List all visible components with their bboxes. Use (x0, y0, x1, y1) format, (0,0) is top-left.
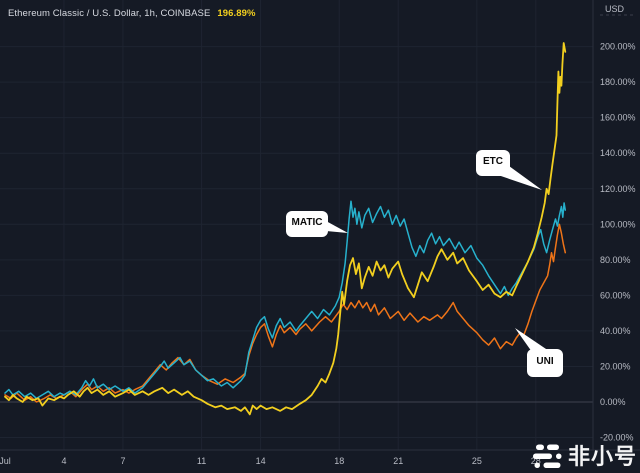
callout-matic[interactable]: MATIC (286, 211, 348, 237)
change-percent-value: 196.89% (217, 8, 256, 19)
callout-pointer (515, 328, 549, 352)
time-axis-label: 21 (393, 456, 403, 466)
time-axis-label: 11 (197, 456, 206, 466)
symbol-title[interactable]: Ethereum Classic / U.S. Dollar, 1h, COIN… (8, 8, 211, 19)
time-axis-label: 14 (256, 456, 266, 466)
callout-uni[interactable]: UNI (515, 328, 563, 377)
feixiaohao-logo-icon (532, 444, 562, 468)
callout-bubble (527, 349, 563, 377)
price-axis-label: 160.00% (600, 113, 636, 123)
series-line-etc[interactable] (4, 42, 567, 416)
price-axis-label: 120.00% (600, 184, 636, 194)
axis-currency-label[interactable]: USD (605, 4, 625, 14)
price-axis-label: 80.00% (600, 255, 631, 265)
time-axis-label: Jul (0, 456, 11, 466)
callout-bubble (286, 211, 328, 237)
price-axis-label: 140.00% (600, 148, 636, 158)
callout-label-uni: UNI (536, 356, 553, 367)
gridlines (0, 0, 593, 450)
series-line-uni[interactable] (4, 223, 567, 403)
callout-bubble (476, 150, 510, 176)
price-axis-label: -20.00% (600, 433, 634, 443)
watermark: 非小号 (532, 443, 637, 471)
callout-label-matic: MATIC (292, 217, 323, 228)
price-axis-label: 180.00% (600, 77, 636, 87)
time-axis-label: 25 (472, 456, 482, 466)
chart-legend: Ethereum Classic / U.S. Dollar, 1h, COIN… (8, 8, 256, 19)
callout-etc[interactable]: ETC (476, 150, 542, 190)
callout-pointer (326, 221, 348, 233)
time-axis-label: 7 (120, 456, 125, 466)
watermark-text: 非小号 (567, 444, 637, 469)
time-axis[interactable]: Jul 4 7 11 14 18 21 25 28 (0, 456, 541, 466)
price-axis-label: 0.00% (600, 397, 626, 407)
time-axis-label: 4 (61, 456, 66, 466)
callout-label-etc: ETC (483, 156, 503, 167)
price-axis-label: 20.00% (600, 361, 631, 371)
price-axis-label: 200.00% (600, 42, 636, 52)
time-axis-label: 28 (531, 456, 541, 466)
price-axis-label: 100.00% (600, 219, 636, 229)
series-line-matic[interactable] (4, 200, 567, 400)
time-axis-label: 18 (334, 456, 344, 466)
price-axis-label: 40.00% (600, 326, 631, 336)
price-axis[interactable]: 200.00% 180.00% 160.00% 140.00% 120.00% 100.0… (600, 42, 636, 443)
price-axis-label: 60.00% (600, 290, 631, 300)
